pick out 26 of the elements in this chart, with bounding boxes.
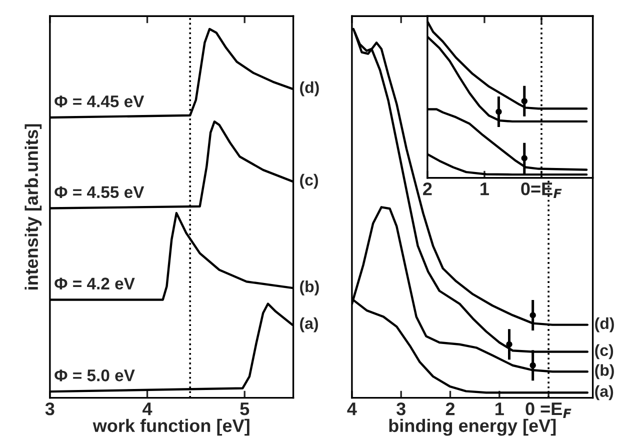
- series-label: (b): [595, 364, 614, 380]
- series-label: (d): [300, 81, 319, 96]
- x-axis-title: binding energy [eV]: [389, 418, 556, 436]
- x-tick-label: 1: [480, 182, 489, 196]
- x-tick-label: 5: [240, 402, 250, 416]
- series-label: (d): [595, 317, 614, 332]
- x-axis-title: work function [eV]: [92, 418, 250, 436]
- x-tick-label: 1: [496, 402, 504, 416]
- annotation: Φ = 4.2 eV: [54, 278, 135, 290]
- series-label: (b): [300, 280, 319, 296]
- y-axis-title: intensity [arb.units]: [24, 124, 42, 290]
- x-tick-label: 2: [423, 182, 432, 196]
- annotation: Φ = 4.45 eV: [54, 96, 144, 108]
- series-label: (a): [595, 385, 614, 400]
- x-tick-label: 0=E$_{F}$: [521, 182, 562, 198]
- series-label: (a): [300, 317, 318, 332]
- x-tick-label: 4: [347, 402, 357, 416]
- x-tick-label: 0 =E$_{F}$: [526, 402, 572, 418]
- x-tick-label: 2: [446, 402, 455, 416]
- x-tick-label: 3: [396, 402, 406, 416]
- annotation: Φ = 4.55 eV: [54, 186, 144, 198]
- x-tick-label: 3: [45, 402, 54, 416]
- series-label: (c): [300, 174, 318, 189]
- annotation: Φ = 5.0 eV: [54, 370, 135, 382]
- x-tick-label: 4: [142, 402, 152, 416]
- series-label: (c): [595, 344, 614, 360]
